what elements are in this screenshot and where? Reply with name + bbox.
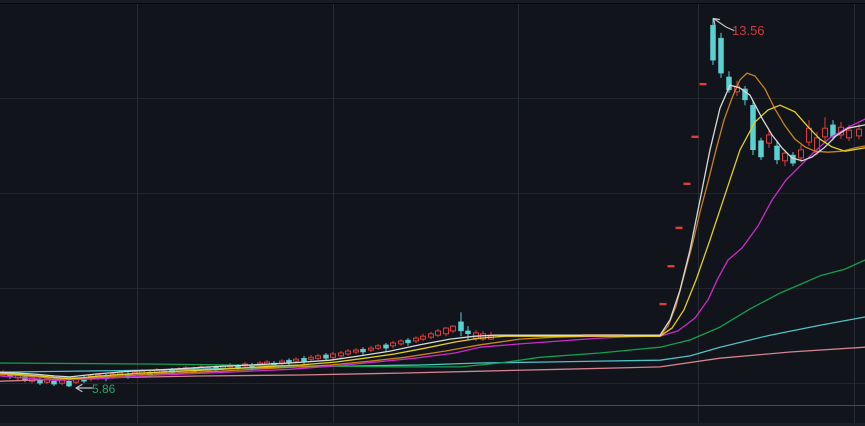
candle-down [458, 312, 464, 337]
low-arrow-icon [75, 383, 93, 393]
candle-body [742, 88, 748, 101]
candle-body [774, 145, 780, 161]
ma-yellow-line [0, 104, 865, 380]
bottom-strip [0, 423, 865, 426]
candle-body [782, 152, 788, 162]
candle-up [315, 353, 321, 361]
candle-up [435, 329, 441, 338]
candle-body [718, 37, 724, 74]
candle-up [420, 333, 426, 341]
candle-up [368, 345, 374, 353]
candle-body [353, 349, 359, 353]
candle-up [345, 349, 351, 356]
candle-body [420, 335, 426, 340]
candle-body [726, 76, 732, 91]
limit-up-dash [659, 302, 667, 306]
candle-body [413, 337, 419, 342]
candle-body [822, 127, 828, 138]
candle-down [710, 18, 716, 65]
candle-body [338, 352, 344, 357]
candle-down [750, 99, 756, 156]
candle-up [398, 339, 404, 346]
candle-down [742, 86, 748, 106]
candle-down [726, 71, 732, 93]
candle-body [405, 339, 411, 344]
limit-up-dash [667, 265, 675, 268]
grid-lines [0, 4, 865, 426]
candle-body [293, 358, 299, 362]
candle-body [766, 134, 772, 144]
candle-body [830, 124, 836, 138]
candle-body [814, 137, 820, 153]
ma-white-line [0, 84, 865, 378]
candle-body [375, 345, 381, 349]
candle-body [37, 380, 43, 384]
candle-down [718, 32, 724, 78]
candle-body [390, 342, 396, 347]
candle-body [750, 104, 756, 151]
ma-orange-line [0, 72, 865, 379]
candle-body [66, 380, 72, 387]
limit-up-dash [691, 135, 699, 139]
candle-up [390, 340, 396, 349]
candle-down [360, 347, 366, 355]
candle-body [758, 140, 764, 158]
candle-body [330, 353, 336, 358]
candle-body [368, 347, 374, 351]
marker-arrows [75, 17, 735, 393]
candle-body [360, 348, 366, 353]
low-price-label: 5.86 [92, 382, 116, 396]
candle-up [856, 123, 862, 140]
candle-body [710, 24, 716, 61]
candle-body [345, 350, 351, 355]
candle-body [44, 378, 50, 383]
candle-up [330, 352, 336, 360]
candle-up [428, 331, 434, 340]
limit-up-dash [675, 226, 683, 230]
ma-pink-line [0, 346, 865, 382]
candle-body [458, 321, 464, 332]
high-arrow-icon [712, 17, 735, 32]
candle-down [758, 137, 764, 160]
candle-up [413, 336, 419, 343]
candle-body [323, 354, 329, 359]
candle-up [822, 117, 828, 143]
candle-body [428, 333, 434, 338]
limit-up-dashes [659, 82, 707, 306]
candle-body [450, 325, 456, 332]
candle-body [308, 356, 314, 360]
candle-body [51, 380, 57, 385]
candle-body [315, 355, 321, 359]
candle-body [435, 330, 441, 336]
candle-down [405, 338, 411, 346]
candle-up [338, 351, 344, 359]
candle-body [398, 340, 404, 345]
top-strip [0, 0, 865, 3]
candle-body [798, 149, 804, 159]
candle-up [450, 325, 456, 333]
limit-up-dash [683, 182, 691, 186]
candle-body [301, 357, 307, 362]
candle-up [443, 327, 449, 337]
candle-down [383, 342, 389, 352]
limit-up-dash [699, 82, 707, 86]
ma-green-line [0, 259, 865, 368]
candle-body [465, 330, 471, 335]
candle-body [443, 327, 449, 335]
high-price-label: 13.56 [732, 23, 765, 38]
candle-body [846, 129, 852, 139]
ma-lines-layer [0, 72, 865, 382]
candle-body [383, 344, 389, 349]
candle-body [856, 128, 862, 137]
candle-up [353, 348, 359, 354]
candle-up [375, 343, 381, 351]
candle-up [308, 354, 314, 362]
